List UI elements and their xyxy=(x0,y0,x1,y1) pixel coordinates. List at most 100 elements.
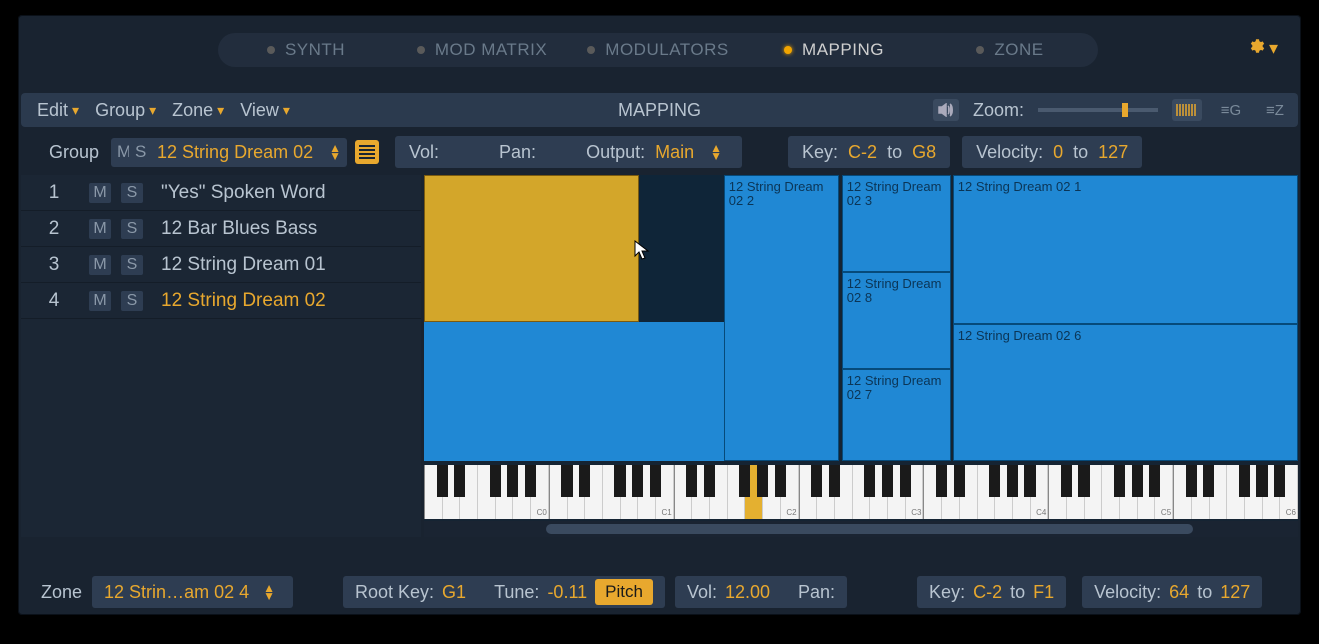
mapping-view-icon[interactable] xyxy=(1172,99,1202,121)
output-value[interactable]: Main xyxy=(655,142,694,163)
group-stepper-icon[interactable]: ▲▼ xyxy=(323,144,347,160)
black-key[interactable] xyxy=(490,465,501,497)
row-solo[interactable]: S xyxy=(121,291,143,311)
black-key[interactable] xyxy=(1078,465,1089,497)
black-key[interactable] xyxy=(775,465,786,497)
black-key[interactable] xyxy=(936,465,947,497)
group-row[interactable]: 3MS12 String Dream 01 xyxy=(21,247,421,283)
zone-vel-lo[interactable]: 64 xyxy=(1169,582,1189,603)
zone-vol-value[interactable]: 12.00 xyxy=(725,582,770,603)
zone-name[interactable]: 12 Strin…am 02 4 xyxy=(104,582,249,603)
row-mute[interactable]: M xyxy=(89,255,111,275)
tab-zone[interactable]: ZONE xyxy=(922,33,1098,67)
black-key[interactable] xyxy=(1149,465,1160,497)
rootkey-value[interactable]: G1 xyxy=(442,582,466,603)
group-mute[interactable]: M xyxy=(111,140,129,164)
black-key[interactable] xyxy=(437,465,448,497)
menu-edit[interactable]: Edit ▾ xyxy=(29,100,87,121)
zone-view-icon[interactable]: ≡Z xyxy=(1260,99,1290,121)
key-lo[interactable]: C-2 xyxy=(848,142,877,163)
zone-region[interactable]: 12 String Dream 02 3 xyxy=(842,175,951,272)
output-stepper-icon[interactable]: ▲▼ xyxy=(704,144,728,160)
zone-region[interactable]: 12 String Dream 02 2 xyxy=(724,175,839,461)
menu-group[interactable]: Group ▾ xyxy=(87,100,164,121)
black-key[interactable] xyxy=(632,465,643,497)
black-key[interactable] xyxy=(1274,465,1285,497)
keyboard-scroll-thumb[interactable] xyxy=(546,524,1193,534)
tab-mapping[interactable]: MAPPING xyxy=(746,33,922,67)
zone-vel-hi[interactable]: 127 xyxy=(1220,582,1250,603)
group-row[interactable]: 2MS12 Bar Blues Bass xyxy=(21,211,421,247)
black-key[interactable] xyxy=(454,465,465,497)
black-key[interactable] xyxy=(1203,465,1214,497)
group-solo[interactable]: S xyxy=(129,140,147,164)
black-key[interactable] xyxy=(1007,465,1018,497)
black-key[interactable] xyxy=(704,465,715,497)
group-list-icon[interactable] xyxy=(355,140,379,164)
tune-value[interactable]: -0.11 xyxy=(547,582,587,603)
row-solo[interactable]: S xyxy=(121,183,143,203)
black-key[interactable] xyxy=(864,465,875,497)
zone-region[interactable]: 12 String Dream 02 1 xyxy=(953,175,1298,324)
settings-gear-icon[interactable]: ▾ xyxy=(1247,37,1278,60)
group-row[interactable]: 4MS12 String Dream 02 xyxy=(21,283,421,319)
zone-region[interactable]: 12 String Dream 02 6 xyxy=(953,324,1298,461)
black-key[interactable] xyxy=(1186,465,1197,497)
row-solo[interactable]: S xyxy=(121,219,143,239)
zone-region[interactable] xyxy=(424,175,639,322)
black-key[interactable] xyxy=(507,465,518,497)
zone-region[interactable]: 12 String Dream 02 8 xyxy=(842,272,951,369)
zone-region[interactable] xyxy=(424,322,724,461)
key-hi[interactable]: G8 xyxy=(912,142,936,163)
octave: C6 xyxy=(1173,465,1298,519)
menu-view[interactable]: View ▾ xyxy=(232,100,298,121)
black-key[interactable] xyxy=(829,465,840,497)
black-key[interactable] xyxy=(1256,465,1267,497)
black-key[interactable] xyxy=(757,465,768,497)
mapping-area[interactable]: 12 String Dream 02 612 String Dream 02 1… xyxy=(424,175,1298,537)
black-key[interactable] xyxy=(954,465,965,497)
black-key[interactable] xyxy=(1061,465,1072,497)
black-key[interactable] xyxy=(1132,465,1143,497)
tab-indicator-dot xyxy=(417,46,425,54)
zoom-thumb[interactable] xyxy=(1122,103,1128,117)
black-key[interactable] xyxy=(882,465,893,497)
black-key[interactable] xyxy=(900,465,911,497)
tab-synth[interactable]: SYNTH xyxy=(218,33,394,67)
tab-modulators[interactable]: MODULATORS xyxy=(570,33,746,67)
black-key[interactable] xyxy=(650,465,661,497)
tab-mod-matrix[interactable]: MOD MATRIX xyxy=(394,33,570,67)
zone-stepper-icon[interactable]: ▲▼ xyxy=(257,584,281,600)
tune-label: Tune: xyxy=(494,582,539,603)
black-key[interactable] xyxy=(1024,465,1035,497)
zone-key-lo[interactable]: C-2 xyxy=(973,582,1002,603)
black-key[interactable] xyxy=(811,465,822,497)
preview-speaker-icon[interactable] xyxy=(933,99,959,121)
pitch-button[interactable]: Pitch xyxy=(595,579,653,605)
black-key[interactable] xyxy=(686,465,697,497)
row-mute[interactable]: M xyxy=(89,291,111,311)
black-key[interactable] xyxy=(989,465,1000,497)
vel-hi[interactable]: 127 xyxy=(1098,142,1128,163)
keyboard-scrollbar[interactable] xyxy=(424,521,1298,537)
black-key[interactable] xyxy=(614,465,625,497)
zone-region[interactable]: 12 String Dream 02 7 xyxy=(842,369,951,461)
row-mute[interactable]: M xyxy=(89,219,111,239)
black-key[interactable] xyxy=(1239,465,1250,497)
zoom-slider[interactable] xyxy=(1038,108,1158,112)
black-key[interactable] xyxy=(1114,465,1125,497)
group-view-icon[interactable]: ≡G xyxy=(1216,99,1246,121)
row-solo[interactable]: S xyxy=(121,255,143,275)
group-name[interactable]: 12 String Dream 02 xyxy=(147,138,323,167)
black-key[interactable] xyxy=(739,465,750,497)
row-mute[interactable]: M xyxy=(89,183,111,203)
menu-zone[interactable]: Zone ▾ xyxy=(164,100,232,121)
zone-key-hi[interactable]: F1 xyxy=(1033,582,1054,603)
octave: C5 xyxy=(1048,465,1173,519)
group-row[interactable]: 1MS"Yes" Spoken Word xyxy=(21,175,421,211)
black-key[interactable] xyxy=(525,465,536,497)
black-key[interactable] xyxy=(579,465,590,497)
keyboard[interactable]: C0C1C2C3C4C5C6 xyxy=(424,465,1298,519)
vel-lo[interactable]: 0 xyxy=(1053,142,1063,163)
black-key[interactable] xyxy=(561,465,572,497)
